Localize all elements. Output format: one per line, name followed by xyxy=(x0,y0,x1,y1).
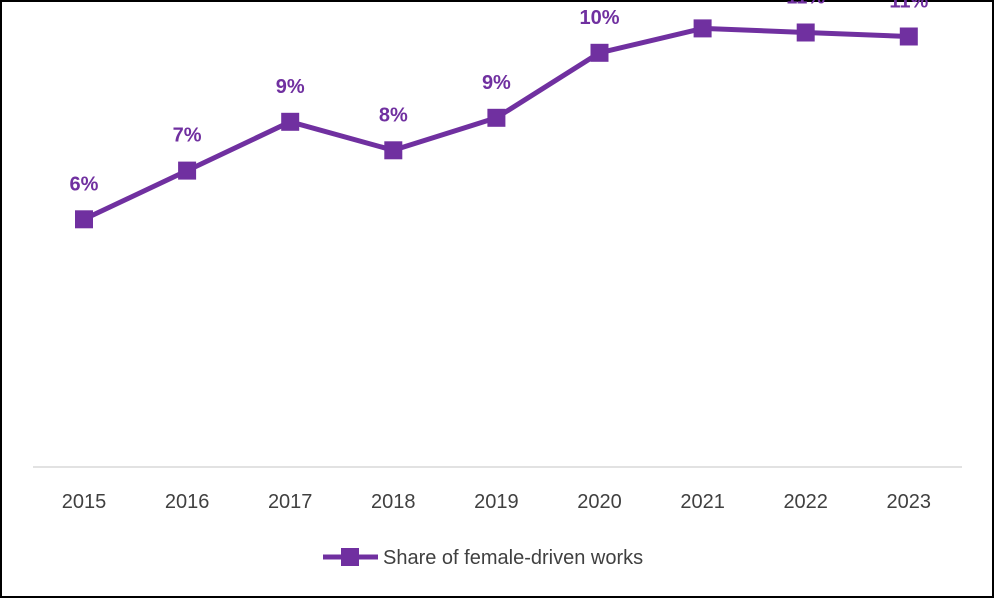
data-label: 6% xyxy=(70,173,99,195)
data-label: 11% xyxy=(786,0,825,9)
series-markers xyxy=(75,19,918,229)
x-tick-label: 2018 xyxy=(371,491,416,513)
x-tick-label: 2015 xyxy=(62,491,107,513)
data-point-marker xyxy=(899,27,918,46)
data-label: 10% xyxy=(579,7,619,29)
data-label: 7% xyxy=(173,125,202,147)
data-label: 9% xyxy=(276,76,305,98)
x-tick-label: 2023 xyxy=(887,491,932,513)
legend-marker-swatch xyxy=(341,548,359,566)
legend-label: Share of female-driven works xyxy=(383,547,643,569)
x-tick-label: 2021 xyxy=(680,491,725,513)
data-point-marker xyxy=(693,19,712,38)
x-tick-label: 2019 xyxy=(474,491,519,513)
x-axis-tick-labels: 2015 2016 2017 2018 2019 2020 2021 2022 2023 xyxy=(62,491,931,513)
data-point-marker xyxy=(487,108,506,127)
x-tick-label: 2020 xyxy=(577,491,622,513)
legend: Share of female-driven works xyxy=(323,547,643,569)
data-point-marker xyxy=(384,141,403,160)
data-label: 8% xyxy=(379,104,408,126)
x-tick-label: 2022 xyxy=(783,491,828,513)
data-point-marker xyxy=(178,161,197,180)
x-tick-label: 2016 xyxy=(165,491,210,513)
data-labels: 6% 7% 9% 8% 9% 10% 11% 11% 11% xyxy=(70,0,929,195)
data-label: 11% xyxy=(889,0,928,13)
x-tick-label: 2017 xyxy=(268,491,313,513)
data-label: 11% xyxy=(683,0,722,4)
data-label: 9% xyxy=(482,72,511,94)
data-point-marker xyxy=(796,23,815,42)
data-point-marker xyxy=(281,112,300,131)
data-point-marker xyxy=(75,210,93,229)
data-point-marker xyxy=(590,43,609,62)
